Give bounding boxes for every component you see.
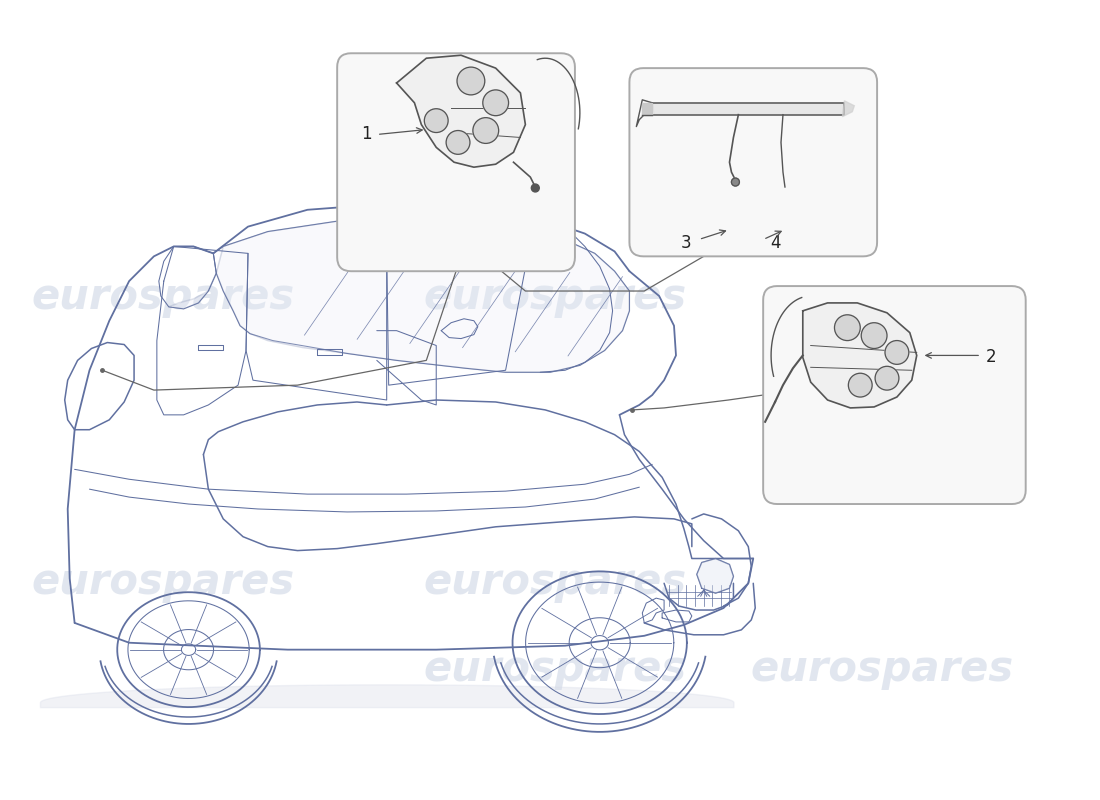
FancyBboxPatch shape [629,68,877,256]
Circle shape [876,366,899,390]
Polygon shape [843,101,855,117]
FancyBboxPatch shape [338,54,575,271]
Circle shape [473,118,498,143]
Circle shape [456,67,485,95]
Circle shape [425,109,448,133]
Text: eurospares: eurospares [424,562,686,603]
Circle shape [835,314,860,341]
Text: 3: 3 [681,234,691,253]
Circle shape [531,184,539,192]
Polygon shape [696,558,734,593]
Polygon shape [397,55,526,167]
Polygon shape [642,102,652,114]
Polygon shape [652,102,845,114]
Text: eurospares: eurospares [424,276,686,318]
Circle shape [447,130,470,154]
Polygon shape [168,273,217,309]
FancyBboxPatch shape [763,286,1025,504]
Text: 1: 1 [362,126,372,143]
Polygon shape [803,303,916,408]
Text: 2: 2 [986,348,997,366]
Circle shape [483,90,508,116]
Polygon shape [217,218,629,372]
Text: eurospares: eurospares [31,276,295,318]
Text: eurospares: eurospares [424,649,686,690]
Text: 4: 4 [770,234,780,253]
Circle shape [732,178,739,186]
Text: eurospares: eurospares [750,649,1013,690]
Circle shape [861,322,887,349]
Text: eurospares: eurospares [31,562,295,603]
Circle shape [848,374,872,397]
Circle shape [886,341,909,364]
